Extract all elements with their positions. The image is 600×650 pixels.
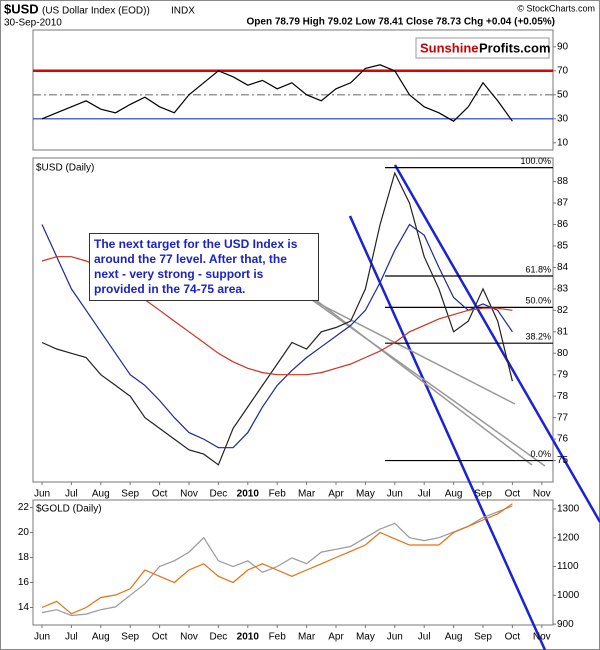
x-tick-label: Aug (92, 632, 110, 643)
y-tick-label: 20 (18, 527, 30, 538)
symbol-name: (US Dollar Index (EOD)) (42, 6, 150, 17)
annotation: The next target for the USD Index is aro… (89, 233, 319, 301)
y-tick-label: 82 (557, 305, 569, 316)
logo-right: Profits.com (479, 40, 551, 55)
y-tick-label: 10 (557, 137, 569, 148)
x-tick-label: Apr (328, 632, 344, 643)
price-label: $USD (Daily) (36, 163, 94, 174)
y-tick-label: 84 (557, 262, 569, 273)
y-tick-label: 22 (18, 502, 30, 513)
x-tick-label: Sep (121, 489, 139, 500)
y-tick-label: 83 (557, 284, 569, 295)
x-tick-label: Oct (505, 632, 521, 643)
copyright: © StockCharts.com (517, 3, 595, 13)
y2-tick-label: 1200 (557, 532, 580, 543)
gold-panel (32, 499, 554, 626)
x-tick-label: Mar (298, 632, 316, 643)
y-tick-label: 85 (557, 241, 569, 252)
exchange: INDX (171, 6, 195, 17)
x-tick-label: Aug (445, 489, 463, 500)
y2-tick-label: 1300 (557, 504, 580, 515)
x-tick-label: Dec (210, 632, 228, 643)
channel-line (348, 215, 547, 650)
x-tick-label: Sep (474, 632, 492, 643)
date: 30-Sep-2010 (4, 18, 62, 29)
x-tick-label: Nov (533, 632, 551, 643)
series-line (41, 223, 513, 449)
x-tick-label: Jun (387, 632, 403, 643)
x-tick-label: 2010 (237, 489, 260, 500)
symbol: $USD (4, 1, 39, 16)
series-line (41, 505, 513, 617)
x-tick-label: Nov (533, 489, 551, 500)
series-line (41, 503, 513, 615)
y2-tick-label: 1000 (557, 590, 580, 601)
price-panel (32, 157, 554, 483)
y-tick-label: 18 (18, 552, 30, 563)
y-tick-label: 70 (557, 65, 569, 76)
fib-label: 50.0% (525, 296, 551, 306)
x-tick-label: Aug (92, 489, 110, 500)
y-tick-label: 75 (557, 455, 569, 466)
x-tick-label: Sep (474, 489, 492, 500)
fib-label: 61.8% (525, 264, 551, 274)
x-tick-label: Jul (418, 632, 431, 643)
x-tick-label: Nov (180, 632, 198, 643)
y-tick-label: 30 (557, 113, 569, 124)
x-tick-label: Jun (34, 632, 50, 643)
x-tick-label: Oct (152, 489, 168, 500)
x-tick-label: Jul (65, 489, 78, 500)
logo-box (415, 37, 550, 59)
x-tick-label: Feb (269, 632, 287, 643)
fib-label: 38.2% (525, 332, 551, 342)
trendline (307, 293, 533, 466)
x-tick-label: Jul (418, 489, 431, 500)
y-tick-label: 77 (557, 412, 569, 423)
x-tick-label: Oct (152, 632, 168, 643)
quote: Open 78.79 High 79.02 Low 78.41 Close 78… (247, 17, 555, 28)
x-tick-label: May (356, 489, 375, 500)
y-tick-label: 78 (557, 391, 569, 402)
y-tick-label: 79 (557, 369, 569, 380)
x-tick-label: Jun (34, 489, 50, 500)
x-tick-label: Feb (269, 489, 287, 500)
x-tick-label: Aug (445, 632, 463, 643)
x-tick-label: Mar (298, 489, 316, 500)
x-tick-label: Jul (65, 632, 78, 643)
x-tick-label: May (356, 632, 375, 643)
fib-label: 100.0% (520, 156, 551, 166)
y2-tick-label: 1100 (557, 561, 579, 572)
y-tick-label: 14 (18, 602, 30, 613)
trendline (307, 296, 546, 467)
x-tick-label: 2010 (237, 632, 260, 643)
x-tick-label: Jun (387, 489, 403, 500)
trendline (311, 299, 516, 405)
y-tick-label: 16 (18, 577, 30, 588)
x-tick-label: Dec (210, 489, 228, 500)
y-tick-label: 80 (557, 348, 569, 359)
y-tick-label: 81 (557, 326, 569, 337)
fib-label: 0.0% (530, 449, 551, 459)
x-tick-label: Apr (328, 489, 344, 500)
y-tick-label: 86 (557, 219, 569, 230)
y-tick-label: 88 (557, 176, 569, 187)
x-tick-label: Nov (180, 489, 198, 500)
x-tick-label: Oct (505, 489, 521, 500)
logo-left: Sunshine (420, 40, 479, 55)
trendlines (307, 293, 546, 467)
y-tick-label: 50 (557, 89, 569, 100)
gold-label: $GOLD (Daily) (36, 504, 102, 515)
y2-tick-label: 900 (557, 619, 574, 630)
x-tick-label: Sep (121, 632, 139, 643)
y-tick-label: 87 (557, 198, 569, 209)
y-tick-label: 76 (557, 434, 569, 445)
y-tick-label: 90 (557, 41, 569, 52)
series-line (41, 171, 513, 466)
series-line (41, 64, 513, 122)
